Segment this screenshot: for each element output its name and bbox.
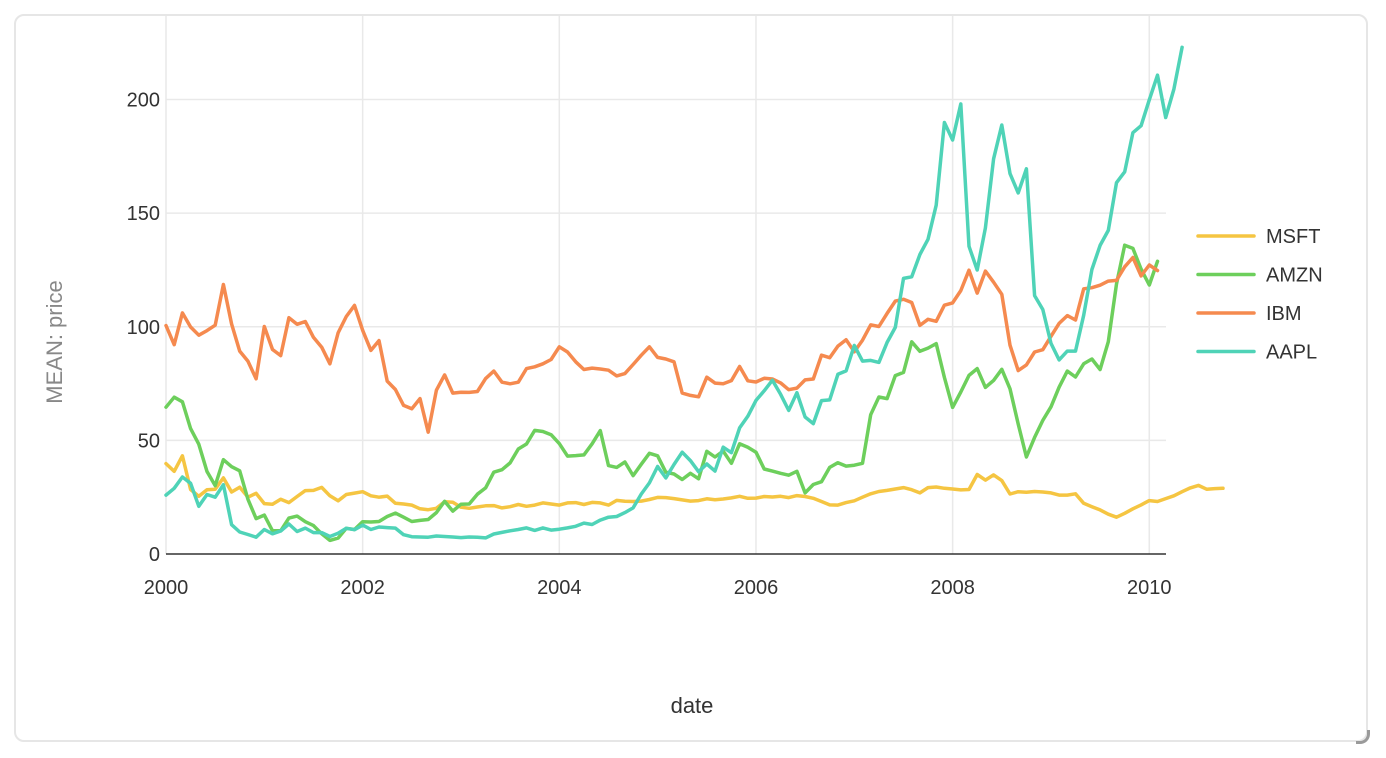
legend-label-aapl: AAPL [1266,342,1317,364]
x-axis-ticks: 2000 2002 2004 2006 2008 2010 [144,577,1172,599]
chart-card [14,14,1368,742]
y-tick-label: 150 [127,203,160,225]
legend-label-msft: MSFT [1266,226,1320,248]
legend-label-amzn: AMZN [1266,265,1323,287]
y-tick-label: 200 [127,90,160,112]
series-line-msft [164,454,1225,519]
y-tick-label: 50 [138,430,160,452]
y-axis-ticks: 0 50 100 150 200 [127,90,160,566]
x-tick-label: 2008 [930,577,975,599]
x-tick-label: 2004 [537,577,582,599]
x-tick-label: 2002 [340,577,385,599]
series-line-amzn [164,243,1160,543]
x-tick-label: 2006 [734,577,779,599]
x-tick-label: 2000 [144,577,189,599]
legend: MSFT AMZN IBM AAPL [1196,226,1323,364]
resize-handle[interactable] [1356,730,1370,744]
x-axis-title: date [671,693,714,718]
grid [165,16,1166,554]
series-lines [164,45,1225,543]
series-line-ibm [164,255,1160,434]
series-line-aapl [164,45,1184,540]
x-tick-label: 2010 [1127,577,1172,599]
legend-label-ibm: IBM [1266,303,1302,325]
y-tick-label: 0 [149,544,160,566]
y-tick-label: 100 [127,317,160,339]
y-axis-title: MEAN: price [42,280,67,403]
